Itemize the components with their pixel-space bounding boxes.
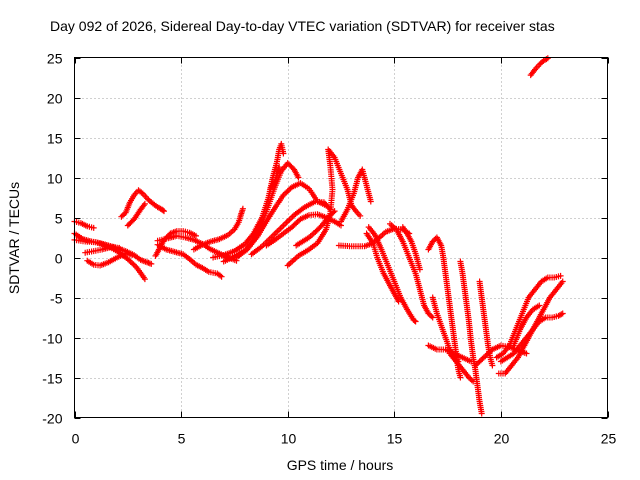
marker-trace <box>154 241 225 280</box>
marker-trace <box>365 224 419 325</box>
marker-trace <box>399 224 423 273</box>
series-track-6 <box>118 187 167 220</box>
series-track-3 <box>71 236 148 283</box>
series-track-17 <box>267 164 283 191</box>
x-axis-title: GPS time / hours <box>287 457 394 473</box>
series-track-23 <box>363 230 402 305</box>
series-track-37 <box>527 55 551 79</box>
x-tick-label: 15 <box>387 431 403 447</box>
series-track-29 <box>446 350 477 385</box>
marker-trace <box>497 310 566 365</box>
marker-trace <box>84 250 136 269</box>
marker-trace <box>476 278 496 369</box>
series-track-14 <box>233 180 330 261</box>
y-tick-label: 20 <box>47 91 63 107</box>
x-tick-label: 25 <box>601 431 617 447</box>
marker-trace <box>446 350 477 385</box>
y-axis-title: SDTVAR / TECUs <box>6 182 22 294</box>
marker-trace <box>118 187 167 220</box>
plot-frame <box>74 57 608 418</box>
marker-trace <box>363 230 402 305</box>
marker-trace <box>457 258 485 417</box>
marker-trace <box>387 220 436 321</box>
marker-trace <box>493 272 564 361</box>
series-track-33 <box>493 272 564 361</box>
marker-trace <box>82 244 123 256</box>
y-tick-label: 10 <box>47 171 63 187</box>
marker-trace <box>124 200 148 229</box>
marker-trace <box>510 302 543 349</box>
y-tick-label: -15 <box>42 371 62 387</box>
marker-trace <box>338 166 374 225</box>
marker-trace <box>425 342 475 365</box>
marker-trace <box>267 164 283 191</box>
series-track-36 <box>497 310 566 365</box>
y-tick-label: -10 <box>42 331 62 347</box>
series-track-22 <box>365 224 419 325</box>
series-track-4 <box>84 250 136 269</box>
marker-trace <box>190 205 246 253</box>
series-track-5 <box>82 244 123 256</box>
series-track-20 <box>338 166 374 225</box>
series-track-15 <box>248 198 334 258</box>
series-track-31 <box>476 278 496 369</box>
marker-trace <box>293 208 338 249</box>
marker-trace <box>527 55 551 79</box>
series-track-11 <box>190 205 246 253</box>
gridlines <box>74 57 608 418</box>
y-tick-label: 0 <box>55 251 63 267</box>
series-track-7 <box>124 200 148 229</box>
series-track-1 <box>71 218 97 231</box>
y-tick-label: 15 <box>47 131 63 147</box>
series-track-9 <box>154 241 225 280</box>
marker-trace <box>71 236 148 283</box>
marker-trace <box>71 218 97 231</box>
x-tick-label: 20 <box>494 431 510 447</box>
series-track-30 <box>457 258 485 417</box>
x-tick-label: 10 <box>281 431 297 447</box>
y-tick-label: 5 <box>55 211 63 227</box>
x-tick-label: 5 <box>178 431 186 447</box>
axis-ticks <box>74 57 609 419</box>
x-tick-label: 0 <box>72 431 80 447</box>
chart-title: Day 092 of 2026, Sidereal Day-to-day VTE… <box>50 18 555 34</box>
series-track-35 <box>510 302 543 349</box>
y-tick-label: -5 <box>50 291 63 307</box>
marker-trace <box>248 198 334 258</box>
series-track-28 <box>425 342 475 365</box>
series-track-19 <box>293 208 338 249</box>
x-tick-labels: 0 5 10 15 20 25 <box>72 431 617 447</box>
y-tick-label: -20 <box>42 411 62 427</box>
data-marks <box>71 55 566 417</box>
marker-trace <box>233 180 330 261</box>
y-tick-labels: -20 -15 -10 -5 0 5 10 15 20 25 <box>42 51 62 427</box>
series-track-24 <box>387 220 436 321</box>
y-tick-label: 25 <box>47 51 63 67</box>
series-track-25 <box>399 224 423 273</box>
